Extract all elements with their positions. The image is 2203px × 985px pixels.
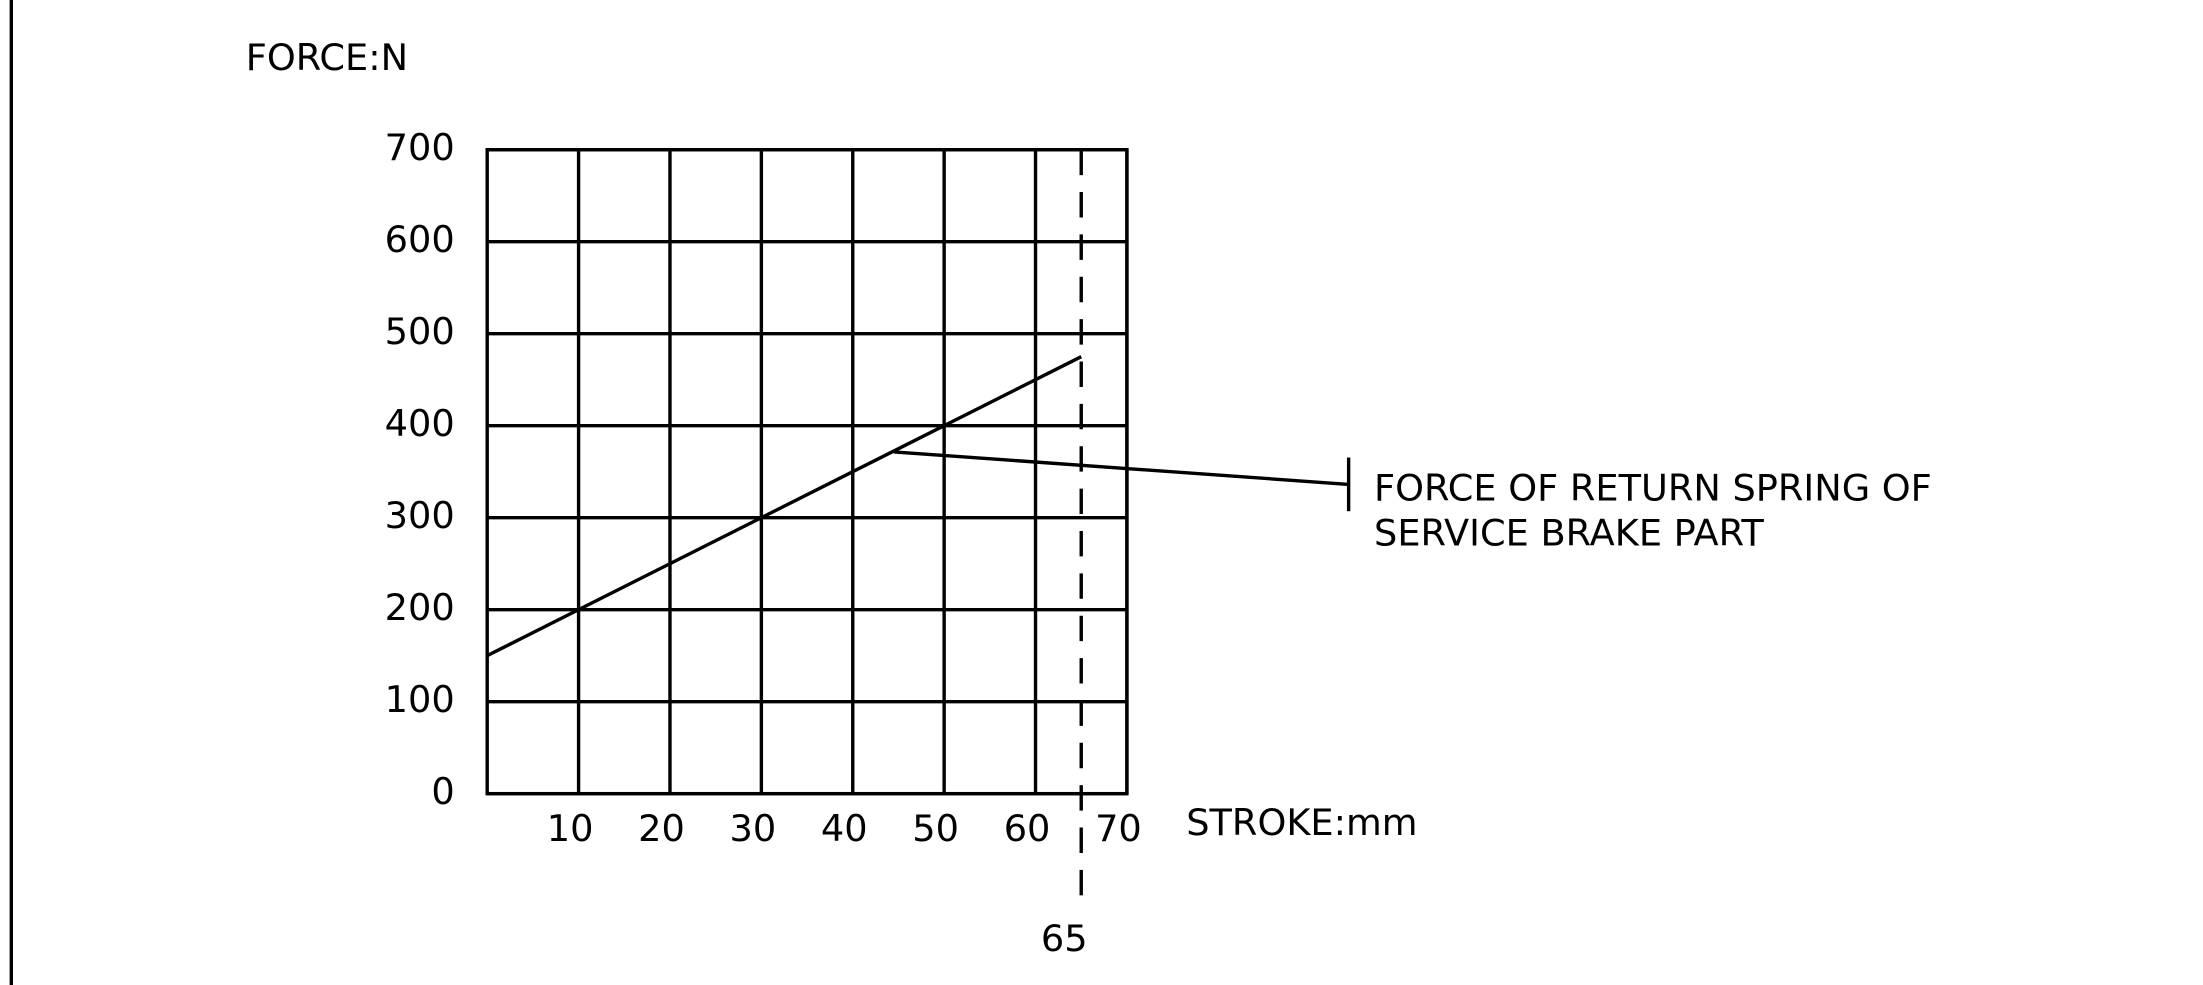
x-tick-label: 40: [821, 807, 868, 850]
y-tick-label: 0: [431, 770, 454, 813]
x-tick-label: 10: [547, 807, 594, 850]
x-tick-label: 70: [1095, 807, 1142, 850]
leader-line: [893, 450, 1349, 487]
plot-frame: [485, 147, 1129, 796]
x-tick-label: 50: [912, 807, 959, 850]
y-tick-label: 400: [385, 402, 455, 445]
annotation: SERVICE BRAKE PART: [1374, 512, 1764, 555]
x-tick-label: 20: [638, 807, 685, 850]
y-tick-label: 600: [385, 218, 455, 261]
x-tick-label: 30: [730, 807, 777, 850]
y-axis-label: FORCE:N: [246, 36, 408, 79]
data-line: [486, 355, 1082, 658]
y-tick-label: 100: [385, 678, 455, 721]
y-tick-label: 300: [385, 494, 455, 537]
y-tick-label: 200: [385, 586, 455, 629]
x-tick-label: 60: [1004, 807, 1051, 850]
y-tick-label: 700: [385, 126, 455, 169]
annotation: FORCE OF RETURN SPRING OF: [1374, 467, 1932, 510]
y-tick-label: 500: [385, 310, 455, 353]
x-axis-label: STROKE:mm: [1186, 801, 1417, 844]
reference-label: 65: [1041, 917, 1088, 960]
